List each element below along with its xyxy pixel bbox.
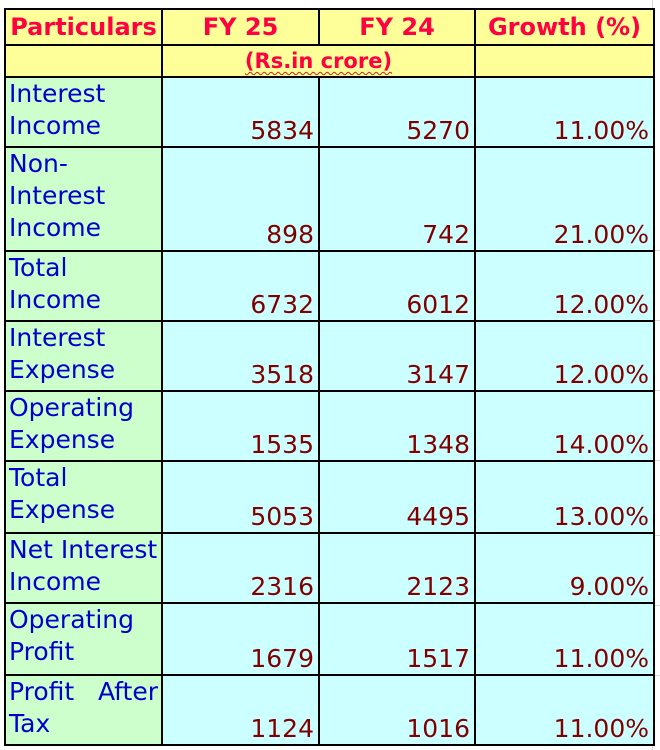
- particulars-cell[interactable]: Non-Interest Income: [4, 146, 163, 252]
- sheet-gridline: [652, 605, 660, 606]
- unit-row: (Rs.in crore): [4, 44, 655, 78]
- fy24-value-cell[interactable]: 1016: [318, 674, 476, 746]
- particulars-label: Total Expense: [9, 463, 116, 524]
- growth-value-cell[interactable]: 11.00%: [474, 674, 655, 746]
- particulars-label: Profit After Tax: [9, 677, 158, 738]
- unit-cell-empty[interactable]: [474, 44, 655, 78]
- table-row: Operating Expense 1535 1348 14.00%: [4, 390, 655, 462]
- table-row: Operating Profit 1679 1517 11.00%: [4, 602, 655, 676]
- header-growth[interactable]: Growth (%): [474, 8, 655, 46]
- unit-label: (Rs.in crore): [244, 49, 393, 73]
- particulars-label: Non-Interest Income: [9, 149, 106, 242]
- header-row: Particulars FY 25 FY 24 Growth (%): [4, 8, 655, 46]
- particulars-cell[interactable]: Total Income: [4, 250, 163, 322]
- table-row: Non-Interest Income 898 742 21.00%: [4, 146, 655, 252]
- header-fy24[interactable]: FY 24: [318, 8, 476, 46]
- table-row: Net Interest Income 2316 2123 9.00%: [4, 532, 655, 604]
- sheet-gridline: [652, 390, 660, 391]
- fy24-value-cell[interactable]: 2123: [318, 532, 476, 604]
- fy24-value-cell[interactable]: 1348: [318, 390, 476, 462]
- unit-cell-empty[interactable]: [4, 44, 163, 78]
- particulars-label: Net Interest Income: [9, 535, 158, 596]
- fy24-value-cell[interactable]: 3147: [318, 320, 476, 392]
- sheet-gridline: [652, 320, 660, 321]
- growth-value-cell[interactable]: 12.00%: [474, 320, 655, 392]
- fy25-value-cell[interactable]: 1124: [161, 674, 320, 746]
- particulars-cell[interactable]: Operating Expense: [4, 390, 163, 462]
- fy25-value-cell[interactable]: 5834: [161, 76, 320, 148]
- particulars-label: Operating Profit: [9, 605, 134, 666]
- particulars-label: Operating Expense: [9, 393, 134, 454]
- header-particulars[interactable]: Particulars: [4, 8, 163, 46]
- particulars-label: Total Income: [9, 253, 101, 314]
- fy25-value-cell[interactable]: 898: [161, 146, 320, 252]
- growth-value-cell[interactable]: 9.00%: [474, 532, 655, 604]
- growth-value-cell[interactable]: 21.00%: [474, 146, 655, 252]
- sheet-gridline: [652, 250, 660, 251]
- growth-value-cell[interactable]: 14.00%: [474, 390, 655, 462]
- table-row: Profit After Tax 1124 1016 11.00%: [4, 674, 655, 746]
- sheet-gridline: [652, 535, 660, 536]
- header-fy25[interactable]: FY 25: [161, 8, 320, 46]
- table-row: Total Income 6732 6012 12.00%: [4, 250, 655, 322]
- growth-value-cell[interactable]: 12.00%: [474, 250, 655, 322]
- growth-value-cell[interactable]: 13.00%: [474, 460, 655, 534]
- financial-results-table: Particulars FY 25 FY 24 Growth (%) (Rs.i…: [4, 8, 655, 746]
- particulars-cell[interactable]: Interest Income: [4, 76, 163, 148]
- particulars-cell[interactable]: Net Interest Income: [4, 532, 163, 604]
- fy25-value-cell[interactable]: 5053: [161, 460, 320, 534]
- fy25-value-cell[interactable]: 2316: [161, 532, 320, 604]
- fy24-value-cell[interactable]: 5270: [318, 76, 476, 148]
- particulars-label: Interest Expense: [9, 323, 116, 384]
- table-row: Total Expense 5053 4495 13.00%: [4, 460, 655, 534]
- unit-cell[interactable]: (Rs.in crore): [161, 44, 476, 78]
- fy25-value-cell[interactable]: 1535: [161, 390, 320, 462]
- particulars-label: Interest Income: [9, 79, 106, 140]
- particulars-cell[interactable]: Operating Profit: [4, 602, 163, 676]
- fy25-value-cell[interactable]: 6732: [161, 250, 320, 322]
- sheet-gridline: [652, 460, 660, 461]
- table-row: Interest Expense 3518 3147 12.00%: [4, 320, 655, 392]
- fy24-value-cell[interactable]: 742: [318, 146, 476, 252]
- particulars-cell[interactable]: Interest Expense: [4, 320, 163, 392]
- table-row: Interest Income 5834 5270 11.00%: [4, 76, 655, 148]
- particulars-cell[interactable]: Profit After Tax: [4, 674, 163, 746]
- sheet-gridline: [652, 675, 660, 676]
- fy24-value-cell[interactable]: 6012: [318, 250, 476, 322]
- fy24-value-cell[interactable]: 1517: [318, 602, 476, 676]
- particulars-cell[interactable]: Total Expense: [4, 460, 163, 534]
- fy25-value-cell[interactable]: 1679: [161, 602, 320, 676]
- fy25-value-cell[interactable]: 3518: [161, 320, 320, 392]
- growth-value-cell[interactable]: 11.00%: [474, 602, 655, 676]
- fy24-value-cell[interactable]: 4495: [318, 460, 476, 534]
- growth-value-cell[interactable]: 11.00%: [474, 76, 655, 148]
